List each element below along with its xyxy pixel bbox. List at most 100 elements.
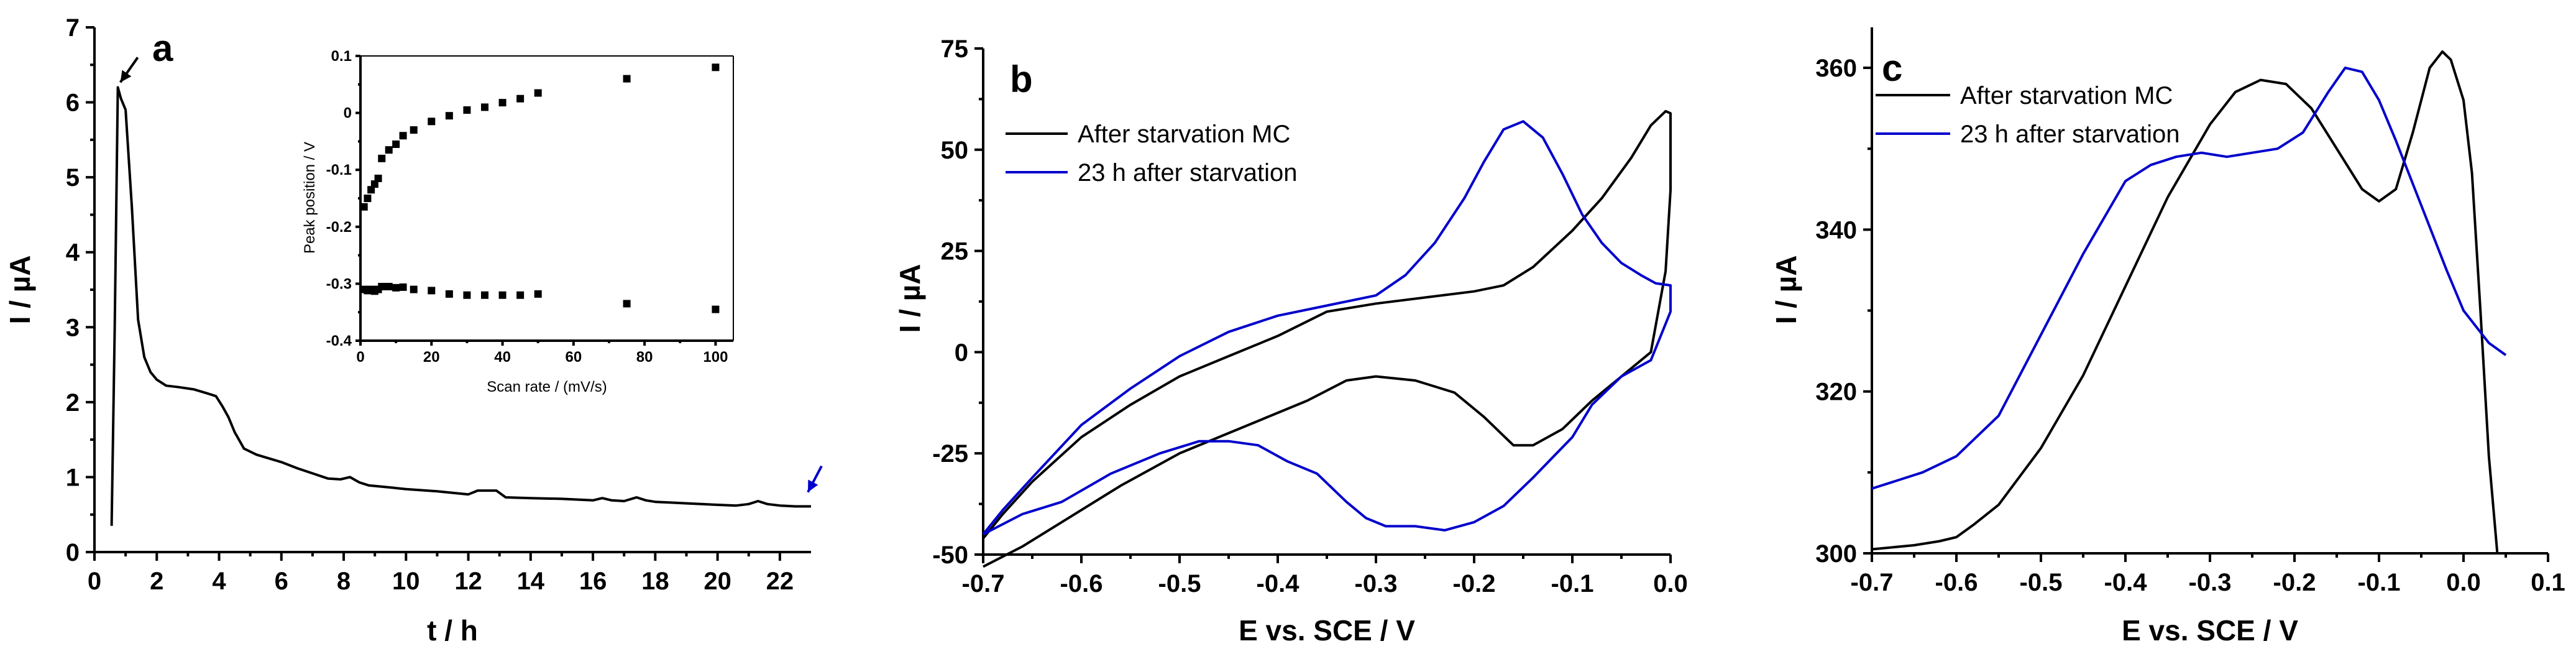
x-tick-label: 10 xyxy=(392,568,420,595)
x-tick-label: -0.3 xyxy=(2189,569,2232,596)
inset-point-upper xyxy=(374,174,382,182)
inset-point-upper xyxy=(534,89,542,97)
inset-point-lower xyxy=(445,290,453,298)
panel-label-c: c xyxy=(1882,47,1902,89)
x-tick-label: 6 xyxy=(275,568,288,595)
y-tick-label: 300 xyxy=(1815,540,1857,568)
x-tick-label: -0.1 xyxy=(2358,569,2401,596)
inset-point-upper xyxy=(623,75,631,83)
x-tick-label: -0.1 xyxy=(1551,570,1594,597)
inset-point-lower xyxy=(392,283,400,292)
x-tick-label: 12 xyxy=(454,568,482,595)
inset-point-lower xyxy=(623,300,631,308)
inset-point-upper xyxy=(392,140,400,148)
x-tick-label: 0.0 xyxy=(2446,569,2481,596)
x-tick-label: 20 xyxy=(704,568,731,595)
panel-b-axes: -0.7 -0.6 -0.5 -0.4 -0.3 -0.2 -0.1 0.0 -50 -25 0 25… xyxy=(932,35,1688,597)
y-tick-label: 0 xyxy=(344,105,352,122)
y-tick-label: 0 xyxy=(955,339,968,366)
peak-arrow-head xyxy=(120,70,132,83)
series-line-black xyxy=(1871,50,2499,554)
inset-point-lower xyxy=(534,290,542,298)
y-axis-label: I / µA xyxy=(1770,256,1802,325)
x-tick-label: -0.4 xyxy=(1257,570,1300,597)
y-tick-label: 25 xyxy=(941,238,969,265)
y-tick-label: -0.2 xyxy=(326,219,352,236)
inset-point-upper xyxy=(378,154,386,162)
x-tick-label: 22 xyxy=(766,568,794,595)
y-tick-label: 0.1 xyxy=(331,48,352,65)
inset-point-lower xyxy=(463,291,471,299)
inset-point-upper xyxy=(712,63,720,71)
y-axis-label: I / µA xyxy=(894,264,926,333)
x-tick-label: 2 xyxy=(150,568,163,595)
x-tick-label: 100 xyxy=(703,349,728,366)
x-tick-label: -0.2 xyxy=(2273,569,2316,596)
y-tick-label: 7 xyxy=(66,14,80,42)
x-tick-label: 0.0 xyxy=(1653,570,1688,597)
inset-point-upper xyxy=(385,146,393,154)
x-tick-label: -0.4 xyxy=(2104,569,2148,596)
y-axis-label: I / µA xyxy=(4,256,36,325)
x-tick-label: 60 xyxy=(566,349,582,366)
x-tick-label: 16 xyxy=(579,568,607,595)
inset-point-lower xyxy=(378,282,386,290)
x-tick-label: 4 xyxy=(212,568,226,595)
inset-point-lower xyxy=(712,305,720,313)
panel-label-b: b xyxy=(1010,58,1033,100)
x-tick-label: 40 xyxy=(494,349,511,366)
inset-point-lower xyxy=(410,285,418,293)
series-line-blue xyxy=(982,120,1672,536)
x-tick-label: -0.6 xyxy=(1935,569,1978,596)
x-axis-label: t / h xyxy=(427,614,478,647)
legend-label: 23 h after starvation xyxy=(1078,159,1298,187)
y-tick-label: 3 xyxy=(66,314,80,341)
y-tick-label: 50 xyxy=(941,137,969,164)
x-tick-label: -0.5 xyxy=(1158,570,1201,597)
series-line-black xyxy=(982,109,1672,568)
y-tick-label: -50 xyxy=(932,541,968,569)
y-tick-label: -25 xyxy=(932,440,968,468)
series-line-blue xyxy=(1871,67,2507,490)
panel-c-axes: -0.7 -0.6 -0.5 -0.4 -0.3 -0.2 -0.1 0.0 0.1 300 320… xyxy=(1815,27,2565,596)
inset-point-upper xyxy=(481,103,488,111)
inset-point-upper xyxy=(367,186,375,194)
inset-point-lower xyxy=(385,282,393,290)
inset-point-upper xyxy=(463,106,471,114)
legend-label: 23 h after starvation xyxy=(1960,121,2180,148)
y-tick-label: 5 xyxy=(66,164,80,191)
y-tick-label: 2 xyxy=(66,389,80,417)
inset-point-upper xyxy=(360,203,368,211)
inset-x-axis-label: Scan rate / (mV/s) xyxy=(487,379,607,395)
x-axis-label: E vs. SCE / V xyxy=(1239,614,1415,647)
y-tick-label: 340 xyxy=(1815,216,1857,244)
series-line-current xyxy=(110,86,811,526)
inset-y-axis-label: Peak position / V xyxy=(301,142,318,254)
y-tick-label: -0.4 xyxy=(326,333,352,349)
y-tick-label: -0.1 xyxy=(326,162,352,178)
inset-point-upper xyxy=(370,180,378,188)
x-tick-label: 0.1 xyxy=(2531,569,2565,596)
x-tick-label: 18 xyxy=(641,568,669,595)
inset-point-upper xyxy=(399,132,407,140)
inset-point-upper xyxy=(364,195,372,202)
panel-undefined-axes: 0 20 40 60 80 100 -0.4 -0.3 -0.2 -0.1 0 0.1 xyxy=(326,48,733,366)
inset-point-lower xyxy=(399,283,407,291)
x-tick-label: -0.2 xyxy=(1453,570,1496,597)
legend-label: After starvation MC xyxy=(1078,121,1290,148)
inset-point-lower xyxy=(516,291,525,299)
y-tick-label: 0 xyxy=(66,539,80,566)
end-arrow-head xyxy=(807,479,818,492)
y-tick-label: 1 xyxy=(66,464,80,491)
inset-point-upper xyxy=(410,126,418,134)
inset-point-lower xyxy=(428,287,436,295)
y-tick-label: 6 xyxy=(66,90,80,117)
inset-point-upper xyxy=(428,118,436,126)
inset-point-upper xyxy=(516,94,525,103)
x-tick-label: -0.6 xyxy=(1060,570,1103,597)
x-tick-label: -0.5 xyxy=(2020,569,2063,596)
x-tick-label: 0 xyxy=(88,568,101,595)
x-tick-label: 0 xyxy=(356,349,364,366)
